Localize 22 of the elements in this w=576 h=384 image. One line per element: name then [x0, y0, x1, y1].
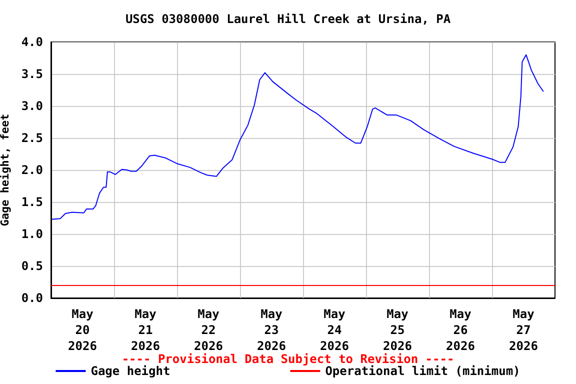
y-tick-label: 0.5 [21, 259, 43, 273]
y-tick-label: 1.0 [21, 227, 43, 241]
x-tick-label: May 22 2026 [194, 307, 223, 353]
x-tick-label: May 27 2026 [509, 307, 538, 353]
x-tick-label: May 24 2026 [320, 307, 349, 353]
y-tick-label: 4.0 [21, 35, 43, 49]
line-series [52, 54, 544, 220]
y-tick-label: 3.5 [21, 67, 43, 81]
x-tick-label: May 25 2026 [383, 307, 412, 353]
y-tick-label: 2.5 [21, 131, 43, 145]
y-tick-label: 2.0 [21, 163, 43, 177]
text: ---- Provisional Data Subject to Revision ---- [122, 352, 454, 366]
y-tick-label: 0.0 [21, 291, 43, 305]
x-tick-label: May 21 2026 [131, 307, 160, 353]
x-tick-label: May 20 2026 [68, 307, 97, 353]
y-tick-label: 1.5 [21, 195, 43, 209]
legend-label: Gage height [90, 364, 170, 378]
x-tick-label: May 26 2026 [446, 307, 475, 353]
x-tick-label: May 23 2026 [257, 307, 286, 353]
y-tick-label: 3.0 [21, 99, 43, 113]
chart-title: USGS 03080000 Laurel Hill Creek at Ursina, PA [125, 12, 452, 26]
legend-label: Operational limit (minimum) [325, 364, 520, 378]
